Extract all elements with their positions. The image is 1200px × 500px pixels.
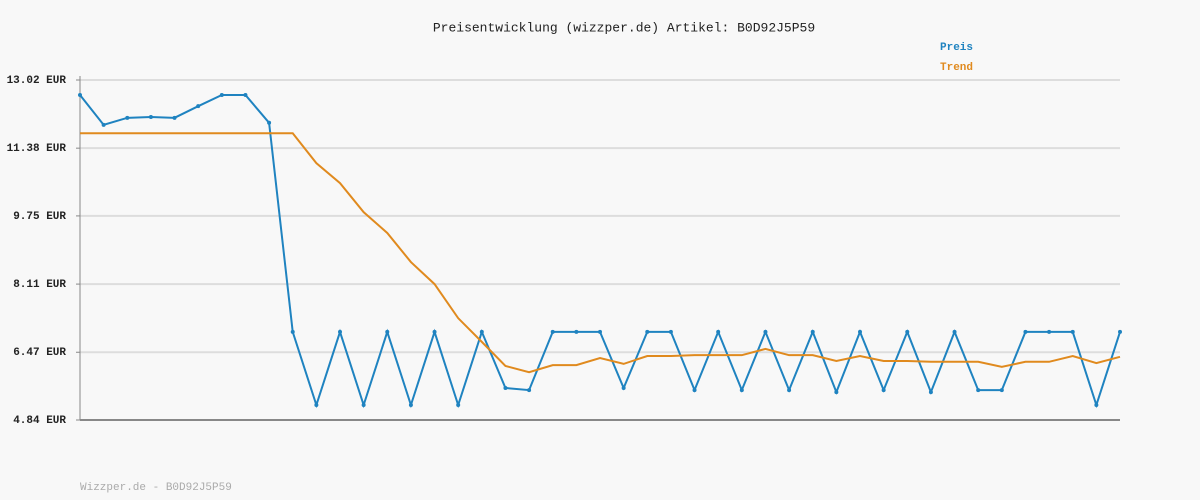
point [527,388,532,393]
point [550,329,555,334]
point [598,329,602,334]
point [739,388,744,393]
legend-label: Preis [940,42,973,54]
point [716,329,721,334]
point [999,388,1004,393]
point [385,329,390,334]
point [905,329,910,334]
chart-title: Preisentwicklung (wizzper.de) Artikel: B… [433,20,815,35]
point [787,388,792,393]
point [645,329,650,334]
point [101,122,106,127]
point [338,329,342,334]
point [219,92,224,97]
point [125,115,130,120]
point [1023,329,1028,334]
point [78,92,82,97]
y-tick-label: 13.02 EUR [7,75,67,87]
point [172,115,177,120]
point [928,390,933,395]
point [976,388,981,393]
point [290,329,295,334]
point [456,403,461,408]
point [408,403,413,408]
point [692,388,697,393]
point [361,403,366,408]
point [810,329,815,334]
point [196,104,201,109]
legend-label: Trend [940,62,973,74]
y-tick-label: 4.84 EUR [13,415,66,427]
point [243,92,248,97]
y-tick-label: 6.47 EUR [13,347,66,359]
y-tick-label: 8.11 EUR [13,279,66,291]
point [1047,329,1052,334]
point [1118,329,1122,334]
point [1070,329,1075,334]
point [858,329,862,334]
point [621,385,626,390]
point [574,329,579,334]
y-tick-label: 11.38 EUR [7,143,67,155]
point [834,390,839,395]
point [881,388,886,393]
point [432,329,437,334]
point [763,329,768,334]
point [952,329,957,334]
footer: Wizzper.de - B0D92J5P59 [80,482,232,494]
point [148,114,153,119]
point [479,329,484,334]
point [267,120,272,125]
point [314,403,319,408]
y-tick-label: 9.75 EUR [13,211,66,223]
point [503,385,508,390]
point [668,329,673,334]
point [1094,403,1099,408]
series-line [80,132,1121,374]
